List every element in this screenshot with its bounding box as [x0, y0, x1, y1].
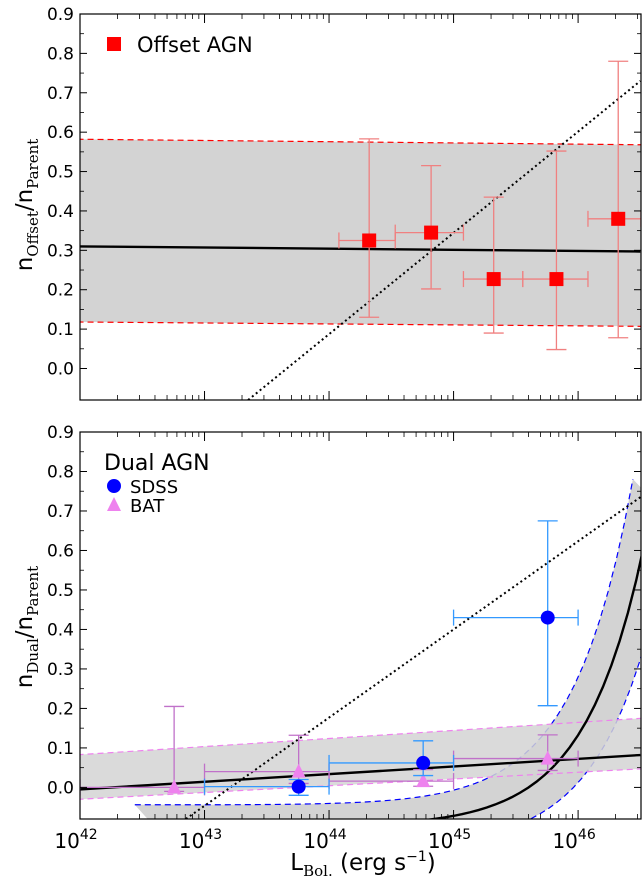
y-tick-label: 0.1	[47, 739, 74, 759]
y-tick-label: 0.5	[47, 581, 74, 601]
bottom-xlabel: LBol. (erg s−1)	[290, 849, 435, 880]
top-band-upper	[80, 138, 641, 146]
bottom-bat-band	[80, 717, 641, 800]
x-tick-label: 1043	[179, 827, 222, 853]
offset-agn-point	[362, 233, 377, 248]
sdss-point	[291, 779, 306, 794]
y-tick-label: 0.8	[47, 462, 74, 482]
y-tick-label: 0.4	[47, 202, 74, 222]
bat-point	[416, 773, 431, 788]
y-tick-label: 0.0	[47, 359, 74, 379]
bottom-legend-label-bat: BAT	[130, 496, 165, 517]
panel-bottom: 0.0 0.1 0.2 0.3 0.4 0.5 0.6 0.7 0.8 0.9 1042 1043 10…	[12, 423, 642, 880]
bat-band-lower	[80, 768, 641, 800]
top-band-lower	[80, 321, 641, 327]
y-tick-label: 0.3	[47, 660, 74, 680]
offset-agn-point	[424, 225, 439, 240]
offset-agn-point	[611, 211, 626, 226]
panel-top: 0.0 0.1 0.2 0.3 0.4 0.5 0.6 0.7 0.8 0.9 Offset AG…	[12, 5, 642, 401]
bottom-legend-title: Dual AGN	[104, 451, 210, 476]
sdss-fit	[424, 553, 641, 819]
offset-agn-point	[486, 272, 501, 287]
top-fit	[80, 245, 641, 253]
bottom-axes-frame	[79, 431, 642, 820]
sdss-band-upper	[134, 479, 634, 806]
top-reference	[247, 80, 641, 400]
x-tick-label: 1044	[303, 827, 346, 853]
sdss-point	[540, 610, 555, 625]
y-tick-label: 0.7	[47, 502, 74, 522]
y-tick-label: 0.1	[47, 320, 74, 340]
bat-point	[291, 763, 306, 778]
bat-point	[540, 750, 555, 765]
sdss-point	[416, 755, 431, 770]
y-tick-label: 0.2	[47, 699, 74, 719]
bottom-ylabel: nDual/nParent	[12, 566, 42, 688]
bottom-legend-marker-sdss	[107, 479, 121, 493]
y-tick-label: 0.2	[47, 281, 74, 301]
top-legend: Offset AGN	[107, 33, 253, 57]
y-tick-label: 0.6	[47, 541, 74, 561]
top-ylabel: nOffset/nParent	[12, 139, 42, 272]
top-axis-ticks: 0.0 0.1 0.2 0.3 0.4 0.5 0.6 0.7 0.8 0.9	[47, 5, 641, 400]
y-tick-label: 0.3	[47, 241, 74, 261]
bottom-sdss-band	[134, 479, 641, 819]
y-tick-label: 0.9	[47, 5, 74, 25]
bottom-legend-label-sdss: SDSS	[130, 477, 178, 498]
x-tick-label: 1045	[428, 827, 471, 853]
bat-band-upper	[80, 717, 641, 756]
top-legend-label: Offset AGN	[137, 33, 253, 57]
bottom-points	[80, 520, 579, 796]
y-tick-label: 0.9	[47, 423, 74, 443]
top-reference-line	[247, 80, 641, 400]
bat-point	[167, 779, 182, 794]
x-tick-label: 1046	[552, 827, 595, 853]
y-tick-label: 0.6	[47, 123, 74, 143]
bat-band-fill	[80, 718, 641, 800]
y-tick-label: 0.5	[47, 163, 74, 183]
top-legend-marker-square	[107, 37, 121, 51]
y-tick-label: 0.0	[47, 778, 74, 798]
x-tick-label: 1042	[54, 827, 97, 853]
bottom-legend: Dual AGN SDSS BAT	[104, 451, 210, 517]
y-tick-label: 0.7	[47, 84, 74, 104]
top-fit-line	[80, 245, 641, 253]
bottom-legend-marker-bat	[107, 497, 121, 511]
y-tick-label: 0.8	[47, 44, 74, 64]
offset-agn-point	[549, 272, 564, 287]
y-tick-label: 0.4	[47, 620, 74, 640]
top-points	[338, 60, 641, 351]
bottom-axis-ticks: 0.0 0.1 0.2 0.3 0.4 0.5 0.6 0.7 0.8 0.9 1042 1043 10…	[47, 423, 641, 853]
top-axes-frame	[79, 13, 642, 401]
